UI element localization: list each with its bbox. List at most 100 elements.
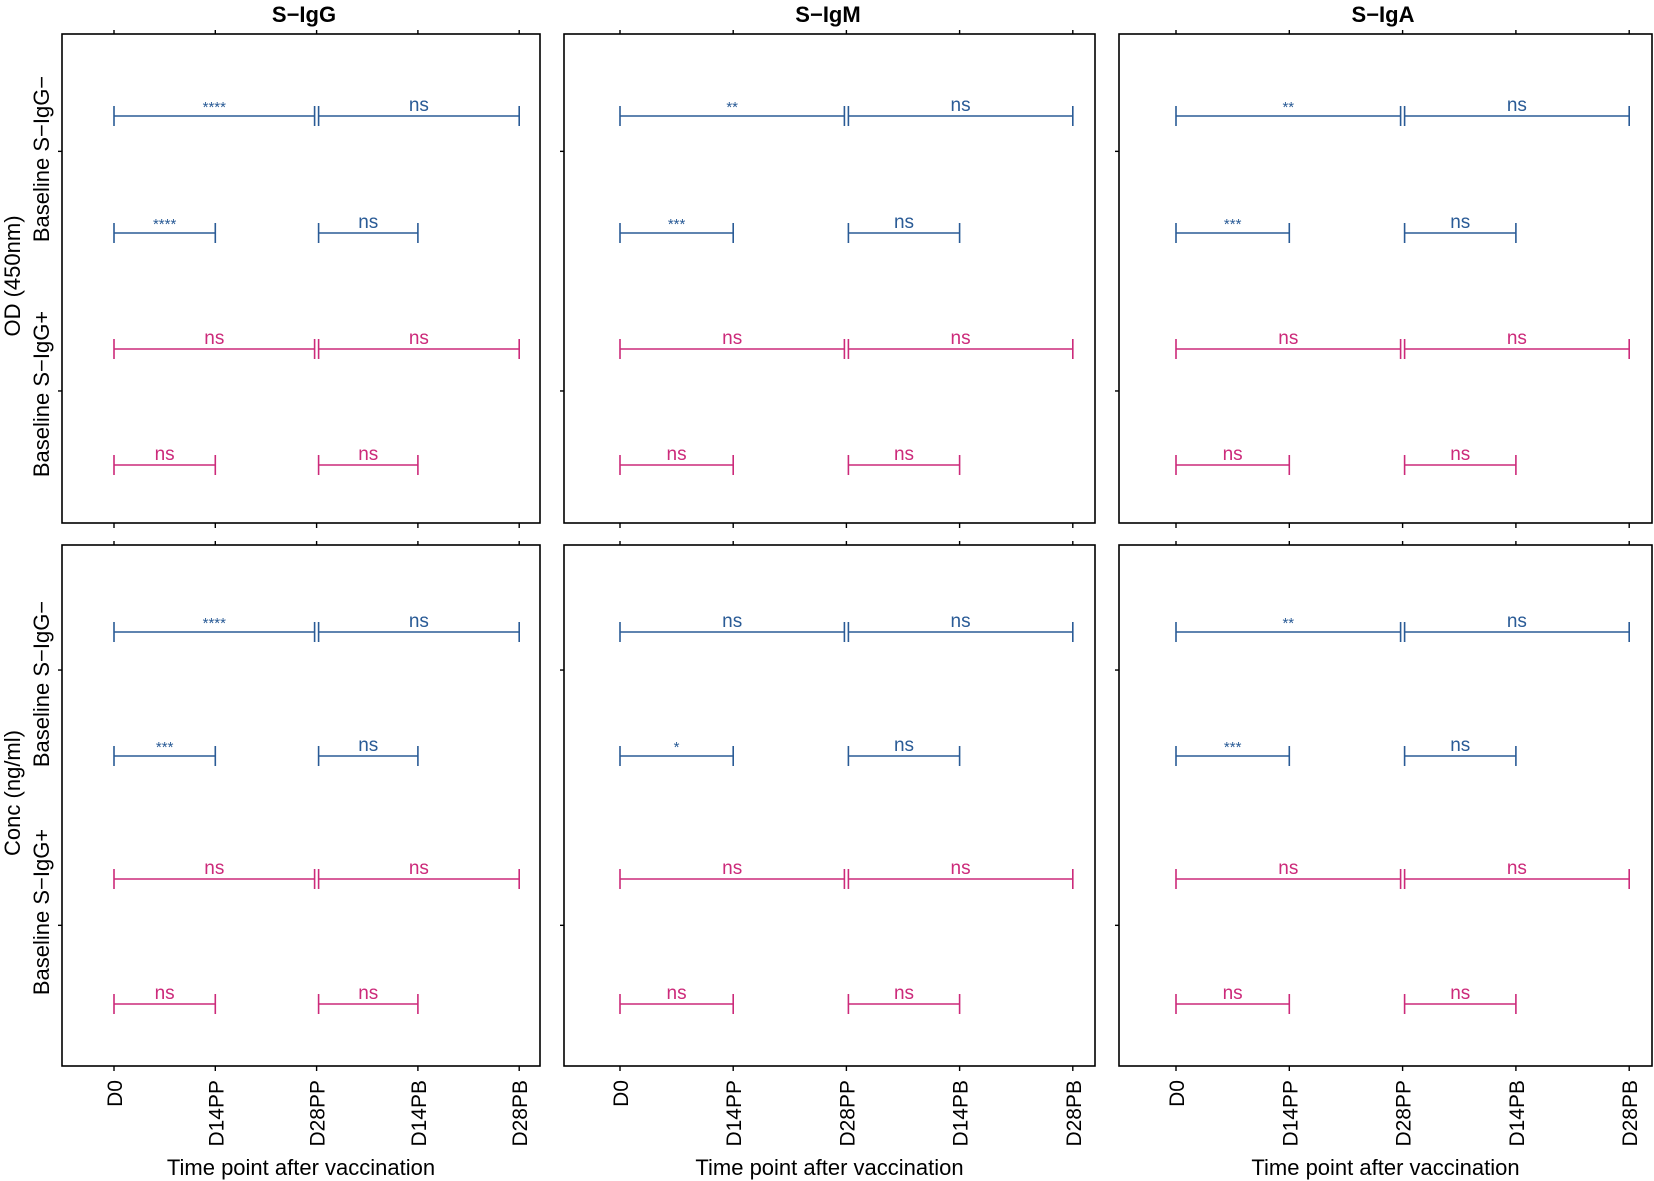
- significance-label: ns: [1450, 983, 1470, 1004]
- significance-label: ***: [668, 216, 686, 233]
- x-tick-label: D14PB: [950, 1080, 973, 1147]
- significance-label: ns: [358, 735, 378, 756]
- panel-frame: [1118, 544, 1653, 1067]
- panel-od-igg: **** ns **** ns ns ns ns ns: [58, 30, 541, 528]
- significance-bracket: ns: [619, 328, 846, 359]
- group-label-seroneg-top: Baseline S−IgG−: [29, 76, 54, 242]
- panel-od-igm: ** ns *** ns ns ns ns ns: [560, 30, 1096, 528]
- group-label-seropos-bottom: Baseline S−IgG+: [29, 829, 54, 995]
- significance-label: ns: [1507, 328, 1527, 349]
- row-title-od: OD (450nm): [0, 215, 25, 336]
- significance-label: ***: [1224, 216, 1242, 233]
- significance-bracket: ns: [1403, 328, 1630, 359]
- significance-label: ns: [358, 444, 378, 465]
- significance-bracket: ns: [1175, 858, 1402, 889]
- significance-label: ns: [409, 328, 429, 349]
- panel-frame: [61, 33, 541, 524]
- significance-label: ns: [951, 611, 971, 632]
- significance-label: ns: [894, 735, 914, 756]
- significance-label: ns: [894, 983, 914, 1004]
- significance-label: ns: [155, 444, 175, 465]
- significance-bracket: ns: [847, 444, 961, 475]
- x-tick-label: D28PB: [509, 1080, 532, 1147]
- significance-bracket: *: [619, 739, 735, 766]
- significance-bracket: ns: [317, 611, 521, 642]
- column-title-igg: S−IgG: [272, 2, 336, 27]
- significance-bracket: ns: [317, 858, 521, 889]
- significance-bracket: ns: [1175, 328, 1402, 359]
- column-title-iga: S−IgA: [1352, 2, 1415, 27]
- significance-label: ****: [203, 99, 227, 116]
- panel-frame: [563, 544, 1096, 1067]
- significance-bracket: ns: [847, 858, 1074, 889]
- significance-bracket: **: [1175, 615, 1402, 642]
- panel-od-iga: ** ns *** ns ns ns ns ns: [1115, 30, 1653, 528]
- column-title-igm: S−IgM: [795, 2, 860, 27]
- significance-bracket: ****: [113, 99, 316, 126]
- significance-bracket: ns: [1175, 983, 1291, 1014]
- significance-label: ***: [1224, 739, 1242, 756]
- significance-label: ns: [204, 328, 224, 349]
- significance-bracket: ns: [619, 858, 846, 889]
- group-labels: Baseline S−IgG− Baseline S−IgG+ Baseline…: [29, 76, 54, 995]
- panel-frame: [563, 33, 1096, 524]
- x-tick-label: D14PB: [1506, 1080, 1529, 1147]
- significance-label: ns: [951, 328, 971, 349]
- significance-label: ns: [951, 858, 971, 879]
- significance-label: ns: [1507, 95, 1527, 116]
- significance-bracket: ns: [1403, 444, 1517, 475]
- significance-label: ****: [203, 615, 227, 632]
- significance-bracket: ns: [1175, 444, 1291, 475]
- significance-label: ns: [358, 983, 378, 1004]
- significance-bracket: ***: [619, 216, 735, 243]
- significance-label: ***: [156, 739, 174, 756]
- significance-bracket: ns: [317, 212, 419, 243]
- x-tick-label: D28PP: [307, 1080, 330, 1147]
- significance-label: **: [1282, 615, 1294, 632]
- significance-label: ns: [409, 95, 429, 116]
- panel-frame: [1118, 33, 1653, 524]
- x-tick-label: D14PP: [723, 1080, 746, 1147]
- significance-bracket: ns: [847, 212, 961, 243]
- significance-bracket: ns: [113, 858, 316, 889]
- significance-bracket: ns: [113, 328, 316, 359]
- significance-bracket: ****: [113, 615, 316, 642]
- significance-bracket: ns: [113, 983, 217, 1014]
- significance-label: ns: [204, 858, 224, 879]
- x-tick-label: D14PP: [205, 1080, 228, 1147]
- significance-bracket: ns: [1403, 983, 1517, 1014]
- significance-label: ns: [358, 212, 378, 233]
- significance-label: **: [1282, 99, 1294, 116]
- x-tick-label: D28PP: [836, 1080, 859, 1147]
- significance-label: ns: [722, 611, 742, 632]
- x-tick-label: D0: [1166, 1080, 1189, 1107]
- x-tick-label: D28PB: [1619, 1080, 1642, 1147]
- significance-label: **: [726, 99, 738, 116]
- significance-bracket: ns: [317, 735, 419, 766]
- significance-label: ns: [1450, 444, 1470, 465]
- significance-bracket: ns: [317, 444, 419, 475]
- significance-bracket: ns: [847, 983, 961, 1014]
- significance-label: ns: [951, 95, 971, 116]
- significance-bracket: ns: [317, 328, 521, 359]
- significance-label: ns: [155, 983, 175, 1004]
- row-titles: OD (450nm) Conc (ng/ml): [0, 215, 25, 855]
- panel-conc-igm: ns ns * ns ns ns ns ns: [560, 541, 1096, 1071]
- significance-bracket: ns: [847, 328, 1074, 359]
- significance-bracket: ns: [1403, 212, 1517, 243]
- significance-bracket: ns: [1403, 735, 1517, 766]
- significance-bracket: ns: [619, 444, 735, 475]
- significance-bracket: **: [619, 99, 846, 126]
- x-axis-title: Time point after vaccination: [167, 1155, 435, 1180]
- significance-bracket: ns: [847, 735, 961, 766]
- x-tick-label: D14PP: [1279, 1080, 1302, 1147]
- significance-label: ns: [667, 444, 687, 465]
- x-axis-title: Time point after vaccination: [1251, 1155, 1519, 1180]
- x-tick-label: D28PP: [1393, 1080, 1416, 1147]
- significance-bracket: ns: [317, 95, 521, 126]
- significance-label: ****: [153, 216, 177, 233]
- significance-label: ns: [1223, 444, 1243, 465]
- significance-bracket: ****: [113, 216, 217, 243]
